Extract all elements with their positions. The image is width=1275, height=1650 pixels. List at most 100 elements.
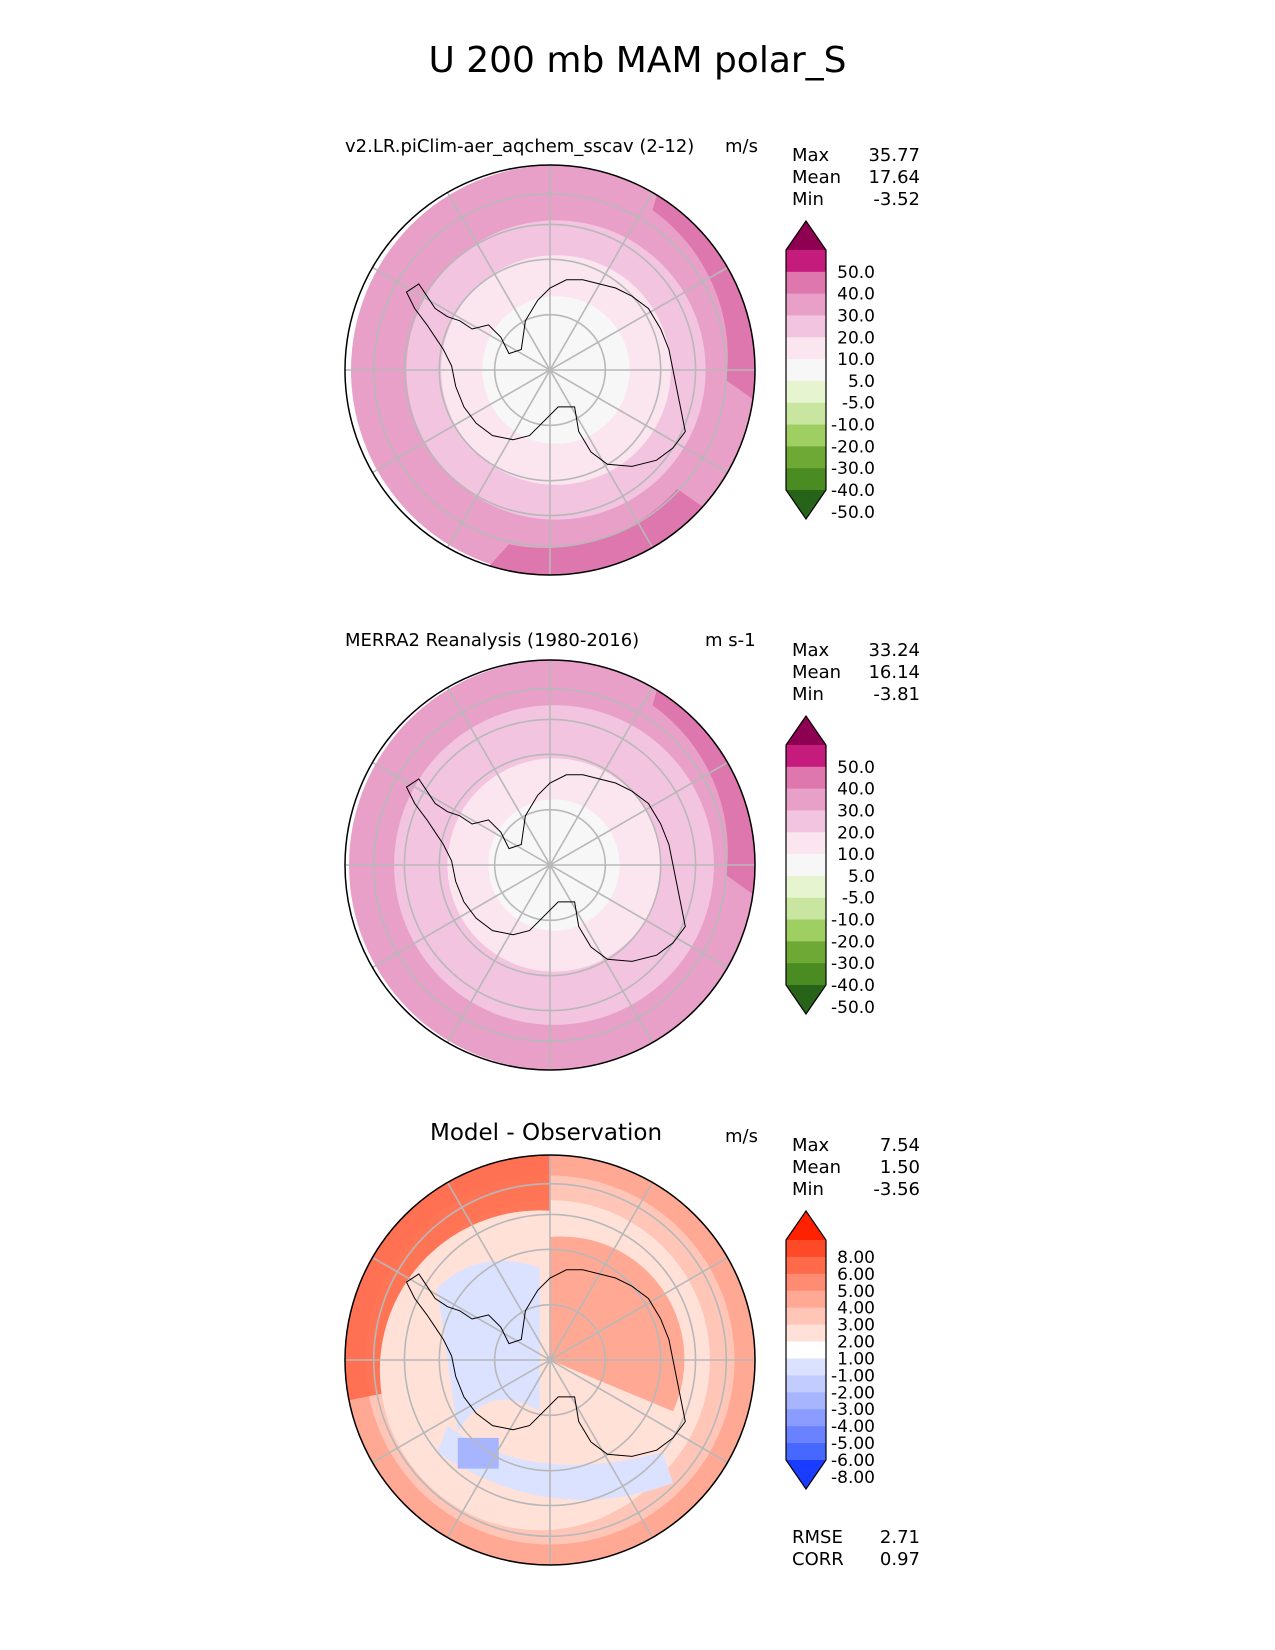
stats-diff-extra: RMSE 2.71 CORR 0.97 [792,1527,920,1571]
meridian-line [372,1256,728,1464]
colorbar-segment [786,854,826,877]
colorbar-segment [786,1358,826,1376]
panel-title-diff: Model - Observation [430,1120,663,1146]
colorbar-segment [786,1324,826,1343]
colorbar-segment [786,1307,826,1326]
colorbar-tick-label: -5.0 [842,394,875,414]
field-band [437,1260,540,1432]
colorbar-tick-label: -30.0 [831,954,875,974]
colorbar-tick-label: 30.0 [837,801,875,821]
stat-value: 2.71 [879,1527,920,1548]
stat-value: 35.77 [868,145,920,166]
stat-value: 1.50 [879,1157,920,1178]
map-boundary [344,164,756,576]
colorbar-outline [785,220,827,520]
colorbar-tick-label: 40.0 [837,780,875,800]
colorbar-tick-label: -10.0 [831,911,875,931]
colorbar-tick-label: 50.0 [837,758,875,778]
panel-units-obs: m s-1 [705,630,756,651]
colorbar-tick-label: 10.0 [837,845,875,865]
colorbar-tick-label: -2.00 [831,1383,875,1403]
colorbar-tick-label: 30.0 [837,306,875,326]
stat-value: 0.97 [879,1549,920,1570]
colorbar-tick-label: 4.00 [837,1299,875,1319]
colorbar-segment [786,315,826,338]
colorbar-outline [785,715,827,1015]
field-band [550,1236,685,1412]
panel-title-model: v2.LR.piClim-aer_aqchem_sscav (2-12) [345,136,695,157]
jet-band [652,670,755,896]
colorbar-extend-top [786,716,826,745]
stat-value: 16.14 [868,662,920,683]
figure-title: U 200 mb MAM polar_S [428,40,847,81]
jet-band [652,175,755,401]
colorbar-diff: 8.006.005.004.003.002.001.00-1.00-2.00-3… [785,1210,875,1490]
panel-units-diff: m/s [725,1126,758,1147]
colorbar-segment [786,832,826,855]
colorbar-tick-label: 40.0 [837,285,875,305]
colorbar-segment [786,941,826,964]
colorbar-segment [786,1409,826,1427]
colorbar-tick-label: -5.00 [831,1434,875,1454]
antarctica-coastline [405,279,686,467]
colorbar-tick-label: -5.0 [842,889,875,909]
stat-label: Max [792,1135,830,1156]
colorbar-tick-label: 20.0 [837,328,875,348]
colorbar-extend-bottom [786,985,826,1014]
colorbar-tick-label: -1.00 [831,1366,875,1386]
colorbar-tick-label: 3.00 [837,1316,875,1336]
colorbar-tick-label: 5.00 [837,1282,875,1302]
colorbar-tick-label: -4.00 [831,1417,875,1437]
panel-units-model: m/s [725,136,758,157]
colorbar-tick-label: -30.0 [831,459,875,479]
colorbar-extend-bottom [786,490,826,519]
map-boundary [344,1154,756,1566]
colorbar-segment [786,766,826,790]
colorbar-segment [786,424,826,447]
colorbar-obs: 50.040.030.020.010.05.0-5.0-10.0-20.0-30… [785,715,875,1015]
stat-value: -3.81 [873,684,920,705]
stat-label: Min [792,684,824,705]
colorbar-tick-label: -20.0 [831,437,875,457]
colorbar-segment [786,875,826,899]
stat-value: -3.52 [873,189,920,210]
colorbar-tick-label: -50.0 [831,503,875,520]
field-band [457,1437,499,1469]
colorbar-segment [786,1273,826,1292]
map-boundary [344,659,756,1071]
colorbar-segment [786,1341,826,1359]
meridian-line [372,761,728,969]
colorbar-tick-label: 5.0 [848,372,875,392]
colorbar-tick-label: -10.0 [831,416,875,436]
colorbar-segment [786,1443,826,1461]
stat-label: RMSE [792,1527,843,1548]
stats-obs: Max 33.24 Mean 16.14 Min -3.81 [792,640,920,706]
colorbar-outline [785,1210,827,1490]
stat-label: Max [792,145,830,166]
colorbar-extend-bottom [786,1460,826,1489]
colorbar-tick-label: 5.0 [848,867,875,887]
colorbar-tick-label: -40.0 [831,481,875,501]
stat-label: Mean [792,167,842,188]
panel-title-obs: MERRA2 Reanalysis (1980-2016) [345,630,640,651]
stat-label: CORR [792,1549,844,1570]
colorbar-segment [786,468,826,491]
colorbar-segment [786,293,826,316]
stat-value: 33.24 [868,640,920,661]
colorbar-segment [786,919,826,942]
stat-label: Mean [792,662,842,683]
colorbar-tick-label: -8.00 [831,1468,875,1488]
colorbar-segment [786,359,826,382]
colorbar-segment [786,446,826,469]
colorbar-tick-label: -50.0 [831,998,875,1015]
colorbar-segment [786,897,826,921]
colorbar-tick-label: 50.0 [837,263,875,283]
stat-label: Mean [792,1157,842,1178]
colorbar-extend-top [786,1211,826,1240]
colorbar-segment [786,1426,826,1444]
colorbar-tick-label: 6.00 [837,1265,875,1285]
stat-value: -3.56 [873,1179,920,1200]
colorbar-segment [786,1256,826,1275]
colorbar-tick-label: -20.0 [831,932,875,952]
antarctica-coastline [405,1269,686,1457]
